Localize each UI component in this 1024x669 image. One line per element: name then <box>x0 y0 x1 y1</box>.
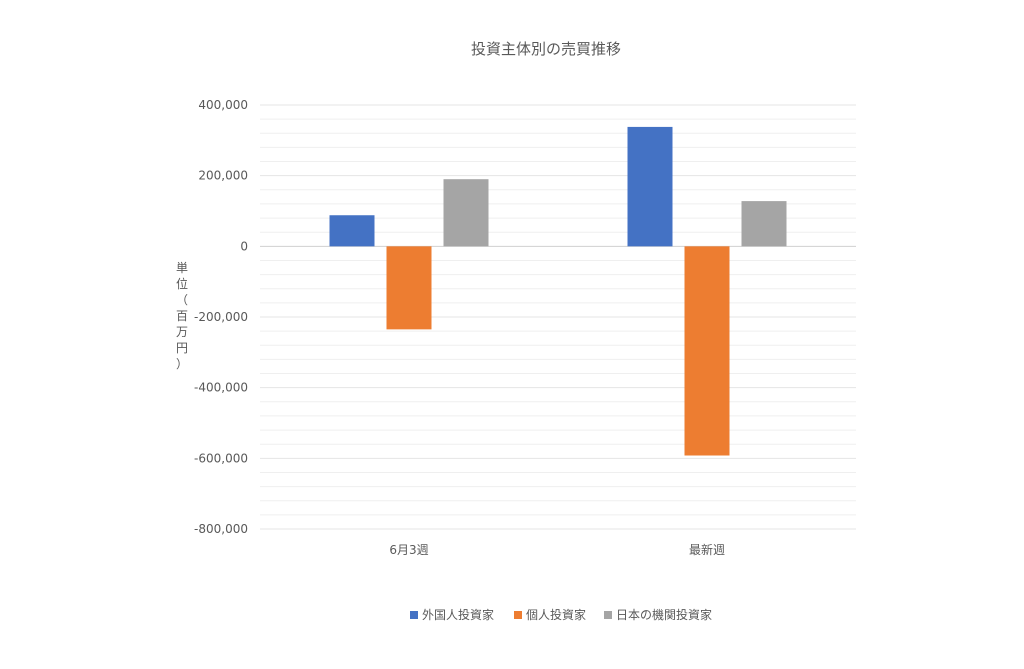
y-axis-label-char: 万 <box>176 325 188 339</box>
category-label: 6月3週 <box>389 543 428 557</box>
gridlines <box>260 104 856 530</box>
y-axis-label-char: 単 <box>176 261 188 275</box>
legend-label: 個人投資家 <box>526 607 586 622</box>
chart-title: 投資主体別の売買推移 <box>471 40 621 58</box>
bars <box>329 126 787 456</box>
bar-3-1 <box>443 179 489 247</box>
y-tick-label: -200,000 <box>194 310 248 324</box>
category-label: 最新週 <box>689 542 725 557</box>
bar-3-2 <box>741 201 787 247</box>
y-axis-label-char: 円 <box>176 341 188 355</box>
y-axis-ticks: 400,000 200,000 0 -200,000 -400,000 -600,000 -… <box>194 98 248 536</box>
y-tick-label: 400,000 <box>198 98 248 112</box>
y-axis-label-char: 百 <box>176 309 188 323</box>
y-axis-label-char: 位 <box>176 276 188 291</box>
legend-label: 日本の機関投資家 <box>616 607 712 622</box>
legend-swatch <box>604 611 612 619</box>
legend-swatch <box>410 611 418 619</box>
legend: 外国人投資家 個人投資家 日本の機関投資家 <box>410 607 712 622</box>
legend-label: 外国人投資家 <box>422 607 494 622</box>
bar-1-2 <box>627 126 673 247</box>
y-tick-label: -800,000 <box>194 522 248 536</box>
y-tick-label: 200,000 <box>198 169 248 183</box>
legend-swatch <box>514 611 522 619</box>
y-axis-label-char: ） <box>176 357 188 371</box>
bar-2-2 <box>684 246 730 456</box>
x-axis-categories: 6月3週 最新週 <box>389 542 725 557</box>
y-axis-label-char: （ <box>176 293 188 307</box>
y-tick-label: 0 <box>240 239 248 253</box>
bar-2-1 <box>386 246 432 330</box>
y-tick-label: -600,000 <box>194 451 248 465</box>
bar-1-1 <box>329 215 375 247</box>
y-tick-label: -400,000 <box>194 381 248 395</box>
y-axis-label: 単位 （ 百万円 ） <box>176 261 188 371</box>
